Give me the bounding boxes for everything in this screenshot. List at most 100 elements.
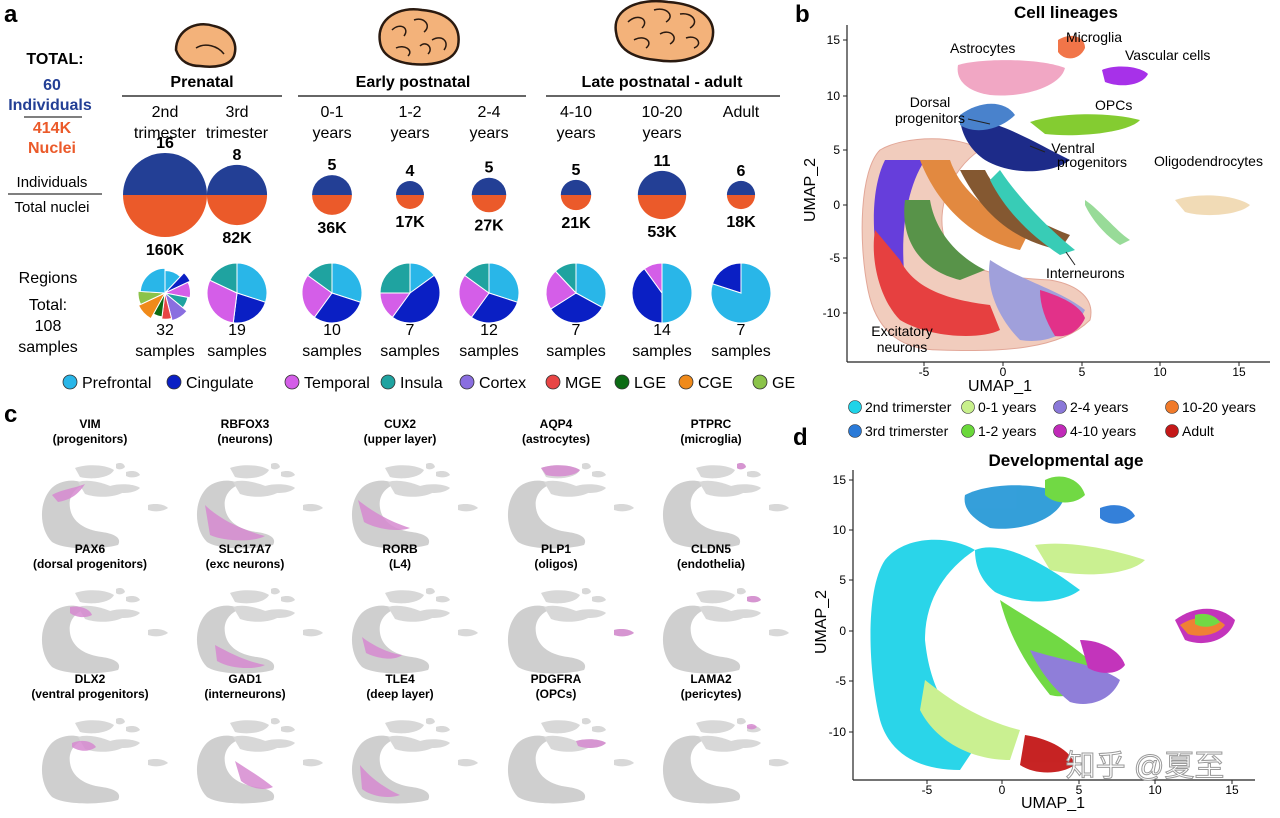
legend-label: LGE <box>634 375 666 392</box>
stage-column: 0-1 years 5 36K 10 samples <box>301 104 363 360</box>
panel-b-x-label: UMAP_1 <box>968 378 1032 395</box>
samples-count: 10 <box>323 322 341 339</box>
total-nuclei-number: 414K <box>33 120 72 137</box>
gene-name: RORB <box>382 542 418 556</box>
pie-slice <box>711 262 742 294</box>
gene-description: (interneurons) <box>204 687 285 701</box>
gene-description: (ventral progenitors) <box>31 687 148 701</box>
individuals-count: 5 <box>485 160 494 177</box>
nuclei-half-circle <box>123 195 207 237</box>
panel-b-x-ticks: -5 0 5 10 15 <box>919 362 1246 379</box>
gene-description: (microglia) <box>680 432 741 446</box>
individuals-count: 11 <box>654 153 671 170</box>
legend-label: Cortex <box>479 375 526 392</box>
gene-description: (astrocytes) <box>522 432 590 446</box>
pie-slice <box>307 262 333 294</box>
nuclei-half-circle <box>206 195 268 226</box>
nuclei-count: 17K <box>395 214 425 231</box>
region-pie <box>379 262 441 324</box>
label-opcs: OPCs <box>1095 97 1132 113</box>
panel-d-y-ticks: 15 10 5 0 -5 -10 <box>829 473 853 739</box>
gene-umap-cell: PDGFRA(OPCs) <box>507 672 634 804</box>
stage-column: 10-20 years 11 53K 14 samples <box>631 104 693 360</box>
legend-swatch <box>545 374 561 390</box>
stage-label-line1: 0-1 <box>320 104 343 121</box>
legend-swatch <box>380 374 396 390</box>
stage-column: 4-10 years 5 21K 7 samples <box>545 104 607 360</box>
stage-label-line2: trimester <box>206 125 269 142</box>
stage-column: 1-2 years 4 17K 7 samples <box>379 104 441 360</box>
gene-umap-plot <box>41 588 168 674</box>
x-tick-label: 15 <box>1232 365 1246 379</box>
pie-slice <box>631 268 663 324</box>
gene-umap-cell: LAMA2(pericytes) <box>662 672 789 804</box>
stage-label-line2: years <box>642 125 681 142</box>
individuals-half-circle <box>726 180 756 195</box>
gene-description: (pericytes) <box>681 687 742 701</box>
stage-label-line1: Adult <box>723 104 760 121</box>
stage-column: Adult 6 18K 7 samples <box>710 104 772 360</box>
samples-word: samples <box>380 343 440 360</box>
total-samples-line3: samples <box>18 339 78 356</box>
y-tick-label: 0 <box>839 624 846 638</box>
gene-name: DLX2 <box>75 672 106 686</box>
pie-slice <box>206 279 238 324</box>
gene-name: PAX6 <box>75 542 106 556</box>
pie-slice <box>139 267 166 294</box>
nuclei-count: 27K <box>474 217 504 234</box>
panel-a-letter: a <box>4 1 18 28</box>
region-pie <box>631 262 693 324</box>
legend-swatch <box>678 374 694 390</box>
total-label: TOTAL: <box>26 51 83 68</box>
legend-swatch <box>62 374 78 390</box>
panel-c-letter: c <box>4 401 17 428</box>
gene-umap-cell: PLP1(oligos) <box>507 542 634 674</box>
pie-slice <box>661 262 693 324</box>
gene-umap-cell: AQP4(astrocytes) <box>507 417 634 549</box>
gene-umap-plot <box>507 463 634 549</box>
label-microglia: Microglia <box>1066 29 1122 45</box>
samples-word: samples <box>302 343 362 360</box>
samples-count: 7 <box>737 322 746 339</box>
stage-column: 2-4 years 5 27K 12 samples <box>458 104 520 360</box>
y-tick-label: -10 <box>829 725 847 739</box>
gene-umap-plot <box>196 718 323 804</box>
stage-label-line1: 3rd <box>225 104 248 121</box>
gene-umap-cell: CLDN5(endothelia) <box>662 542 789 674</box>
y-tick-label: 15 <box>833 473 847 487</box>
pie-slice <box>301 274 333 318</box>
gene-name: CLDN5 <box>691 542 731 556</box>
pie-slice <box>549 292 603 324</box>
x-tick-label: -5 <box>919 365 930 379</box>
gene-description: (endothelia) <box>677 557 745 571</box>
gene-umap-cell: RBFOX3(neurons) <box>196 417 323 549</box>
legend-label: MGE <box>565 375 601 392</box>
total-samples-line1: Total: <box>29 297 67 314</box>
individuals-half-circle <box>206 164 268 195</box>
gene-description: (L4) <box>389 557 411 571</box>
nuclei-half-circle <box>396 195 424 209</box>
gene-name: PTPRC <box>691 417 732 431</box>
y-tick-label: 10 <box>827 89 841 103</box>
age-legend-swatch <box>961 400 975 414</box>
region-pie <box>137 267 191 322</box>
legend-swatch <box>166 374 182 390</box>
pie-slice <box>458 274 490 318</box>
individuals-half-circle <box>637 170 687 195</box>
label-interneurons: Interneurons <box>1046 265 1125 281</box>
nuclei-count: 21K <box>561 215 591 232</box>
individuals-count: 16 <box>156 135 174 152</box>
regions-label: Regions <box>19 270 78 287</box>
label-dorsal-progenitors: progenitors <box>895 110 965 126</box>
samples-word: samples <box>632 343 692 360</box>
samples-word: samples <box>135 343 195 360</box>
age-legend-swatch <box>848 400 862 414</box>
stage-label-line1: 1-2 <box>398 104 421 121</box>
gene-umap-cell: SLC17A7(exc neurons) <box>196 542 323 674</box>
panel-d-letter: d <box>793 424 808 451</box>
label-excitatory-neurons: neurons <box>877 339 928 355</box>
pie-slice <box>391 274 441 324</box>
arrow-dorsal-progenitors <box>967 118 991 125</box>
gene-umap-plot <box>351 718 478 804</box>
total-nuclei-word: Nuclei <box>28 140 76 157</box>
